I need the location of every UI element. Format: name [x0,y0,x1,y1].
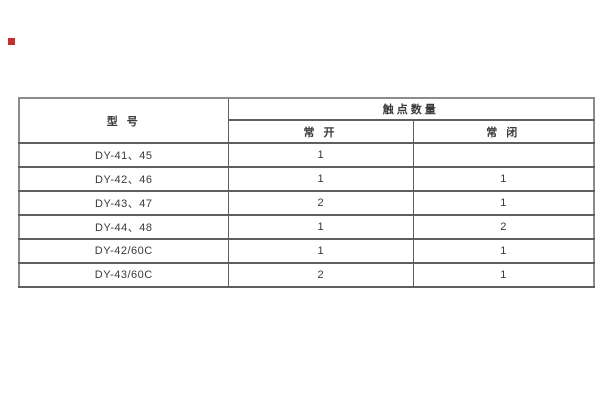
table-row: DY-43/60C 2 1 [18,262,595,288]
table-row: DY-43、47 2 1 [18,190,595,216]
open-contacts-cell: 1 [227,238,414,264]
table-subheader-row: 常 开 常 闭 [19,119,595,144]
closed-contacts-cell [412,142,595,168]
open-contacts-cell: 1 [227,142,414,168]
closed-contacts-cell: 1 [412,190,595,216]
model-cell: DY-43、47 [18,190,229,216]
contact-quantity-group-header: 触点数量 [227,97,595,121]
normally-open-column-header: 常 开 [227,119,414,144]
red-bullet-icon [8,38,15,45]
table-row: DY-44、48 1 2 [18,214,595,240]
model-cell: DY-42/60C [18,238,229,264]
closed-contacts-cell: 1 [412,238,595,264]
contact-quantity-table: 型 号 触点数量 常 开 常 闭 DY-41、45 1 DY-42、46 1 1… [18,97,595,288]
model-cell: DY-42、46 [18,166,229,192]
open-contacts-cell: 1 [227,166,414,192]
open-contacts-cell: 2 [227,190,414,216]
open-contacts-cell: 2 [227,262,414,288]
closed-contacts-cell: 2 [412,214,595,240]
model-cell: DY-41、45 [18,142,229,168]
normally-closed-column-header: 常 闭 [412,119,595,144]
open-contacts-cell: 1 [227,214,414,240]
table-row: DY-42、46 1 1 [18,166,595,192]
model-column-header: 型 号 [18,97,229,144]
table-header-row-group: 型 号 触点数量 [18,97,595,144]
closed-contacts-cell: 1 [412,166,595,192]
model-cell: DY-43/60C [18,262,229,288]
model-cell: DY-44、48 [18,214,229,240]
table-row: DY-41、45 1 [18,142,595,168]
closed-contacts-cell: 1 [412,262,595,288]
table-row: DY-42/60C 1 1 [18,238,595,264]
